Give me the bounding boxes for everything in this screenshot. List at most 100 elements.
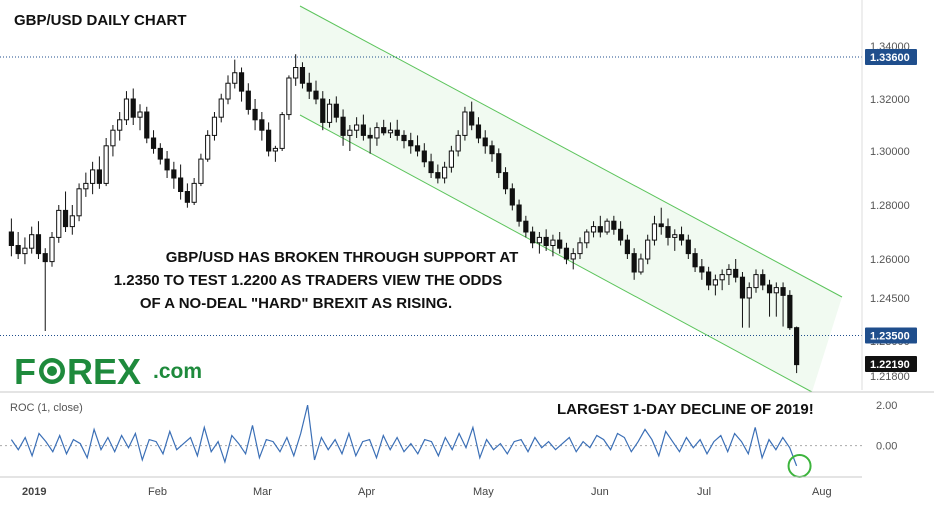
candle — [672, 229, 678, 251]
candle — [482, 130, 488, 154]
candle — [570, 248, 576, 270]
candle — [584, 229, 590, 249]
candle-body-down — [611, 220, 617, 230]
price-tick-label: 1.32000 — [870, 94, 910, 106]
candle — [699, 259, 705, 280]
candle — [313, 80, 319, 105]
candle-body-up — [719, 274, 725, 281]
candle — [712, 274, 718, 296]
month-label: Mar — [253, 486, 272, 498]
candle-body-up — [746, 287, 752, 299]
candle — [590, 221, 597, 238]
candle — [387, 122, 394, 138]
candle-body-up — [570, 253, 576, 260]
candle-body-down — [306, 82, 312, 92]
level-badge — [865, 49, 917, 65]
candle — [726, 264, 732, 285]
candle — [753, 269, 759, 293]
candle-body-down — [482, 137, 488, 147]
candle-body-up — [198, 158, 204, 184]
candle-body-up — [753, 274, 759, 289]
candle — [49, 232, 55, 267]
candle-body-down — [367, 134, 373, 139]
candle-body-up — [117, 119, 123, 131]
candle — [543, 229, 549, 251]
candle-body-down — [394, 129, 400, 136]
candle-body-down — [787, 294, 793, 329]
candle-body-up — [83, 182, 89, 190]
candle-body-down — [624, 239, 630, 255]
candle — [381, 119, 387, 136]
candle — [428, 153, 434, 178]
candle — [347, 125, 353, 151]
candle — [739, 272, 746, 328]
candle — [597, 215, 603, 238]
candle — [198, 153, 204, 187]
candle-body-down — [489, 145, 495, 155]
candle-body-up — [347, 129, 353, 136]
candle — [306, 72, 312, 99]
candle — [164, 151, 170, 178]
candle — [523, 215, 529, 238]
candle-body-up — [442, 166, 448, 179]
candle-body-down — [313, 90, 319, 100]
candle — [286, 75, 292, 120]
candle-body-down — [557, 239, 563, 249]
candle — [35, 221, 42, 259]
candle — [577, 237, 583, 259]
candle — [550, 234, 556, 257]
price-badges: 1.33600 1.23500 1.22190 — [865, 49, 917, 372]
candle — [462, 106, 468, 141]
candle — [780, 282, 786, 327]
candle — [238, 67, 245, 102]
candle — [96, 156, 102, 189]
candle-body-up — [205, 134, 211, 160]
level-badge-text: 1.23500 — [870, 330, 910, 342]
price-tick-label: 1.30000 — [870, 146, 910, 158]
candle-body-down — [706, 271, 712, 286]
candle-body-up — [604, 220, 610, 233]
chart-title: GBP/USD DAILY CHART — [14, 12, 187, 29]
candle-body-down — [543, 236, 549, 246]
candle-body-up — [462, 111, 468, 136]
candle — [144, 106, 150, 144]
candle-body-down — [8, 231, 14, 246]
candle — [130, 88, 136, 125]
candle-body-up — [286, 77, 292, 116]
candle-body-up — [225, 82, 231, 100]
candle — [245, 83, 251, 115]
candle — [773, 282, 779, 317]
candle-body-up — [279, 114, 285, 149]
candle-body-down — [130, 98, 136, 118]
candle-body-up — [56, 209, 62, 238]
candle-body-up — [638, 258, 644, 273]
candle-body-down — [259, 119, 265, 131]
candle — [252, 99, 258, 131]
candle — [394, 119, 400, 141]
candle — [266, 122, 272, 157]
candle-body-down — [178, 177, 184, 192]
candle — [29, 226, 35, 254]
candle — [509, 183, 515, 211]
candle — [83, 172, 89, 197]
price-axis: 1.340001.320001.300001.280001.260001.245… — [870, 41, 910, 383]
candle-body-up — [651, 223, 658, 241]
month-label: Jul — [697, 486, 711, 498]
candle-body-down — [665, 226, 671, 238]
candle — [746, 282, 752, 328]
candle — [137, 104, 143, 131]
candle-body-down — [685, 239, 691, 255]
month-label: 2019 — [22, 486, 46, 498]
candle — [103, 138, 109, 187]
candle — [502, 167, 509, 195]
candle-body-down — [469, 111, 475, 126]
candle-body-up — [90, 169, 96, 184]
logo-text-com: .com — [153, 360, 202, 383]
candle-body-down — [414, 145, 421, 152]
candle-body-up — [293, 67, 299, 79]
candle-body-down — [631, 253, 637, 273]
candle — [530, 226, 536, 249]
channel-fill — [300, 6, 842, 392]
candle — [333, 96, 339, 123]
candle-body-up — [211, 116, 218, 136]
